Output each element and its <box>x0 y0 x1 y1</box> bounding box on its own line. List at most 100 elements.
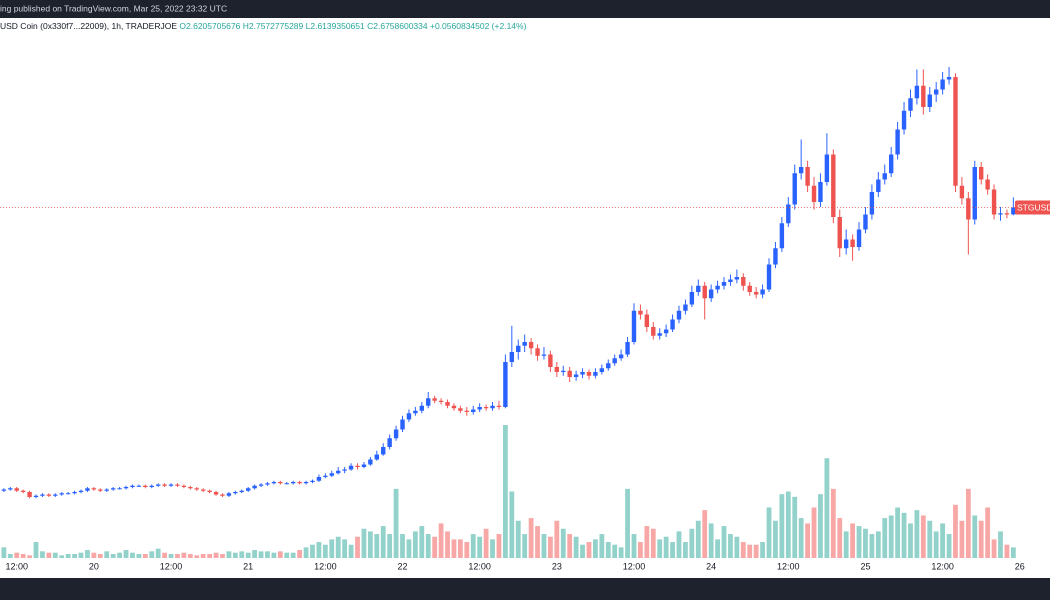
candle-body <box>708 289 714 299</box>
volume-bar <box>953 504 958 558</box>
volume-bar <box>123 550 129 558</box>
volume-bar <box>670 542 675 558</box>
candle-body <box>355 465 360 467</box>
candle-body <box>59 493 64 495</box>
volume-bar <box>728 534 733 558</box>
volume-bar <box>78 552 84 558</box>
volume-bar <box>580 544 585 558</box>
volume-bar <box>985 507 991 558</box>
volume-bar <box>374 534 380 558</box>
candle-body <box>303 482 309 484</box>
candle-body <box>98 489 103 491</box>
candle-body <box>516 345 521 352</box>
candle-body <box>336 470 341 474</box>
volume-bar <box>367 531 373 558</box>
x-tick-label: 12:00 <box>5 561 28 571</box>
candle-body <box>818 182 823 202</box>
candle-body <box>528 342 534 349</box>
candle-body <box>760 289 765 295</box>
volume-bar <box>959 520 965 558</box>
candle-body <box>869 192 875 215</box>
candle-body <box>496 405 502 407</box>
candle-body <box>72 492 77 494</box>
candle-body <box>998 213 1003 215</box>
candle-body <box>149 485 154 487</box>
candle-body <box>786 204 791 224</box>
volume-bar <box>1 547 7 558</box>
volume-bar <box>213 552 219 558</box>
top-bar <box>0 0 1050 18</box>
candle-body <box>721 282 727 286</box>
volume-bar <box>207 554 213 558</box>
candle-body <box>458 408 463 411</box>
published-note: ing published on TradingView.com, Mar 25… <box>0 3 227 13</box>
candle-body <box>316 477 322 481</box>
volume-bar <box>747 544 753 558</box>
candle-body <box>901 110 907 130</box>
volume-bar <box>110 554 116 558</box>
candle-body <box>155 484 161 486</box>
candle-body <box>143 485 148 487</box>
candle-body <box>1011 207 1016 215</box>
candle-body <box>618 354 624 359</box>
candle-body <box>464 410 470 412</box>
candle-body <box>207 490 212 492</box>
volume-bar <box>702 510 708 558</box>
x-tick-label: 22 <box>398 561 408 571</box>
volume-bar <box>895 507 901 558</box>
volume-bar <box>631 534 637 558</box>
volume-bar <box>657 539 663 558</box>
candle-body <box>445 402 450 406</box>
candle-body <box>400 419 405 430</box>
candle-body <box>194 488 199 490</box>
candle-body <box>921 85 926 107</box>
candle-body <box>766 264 772 290</box>
volume-bar <box>149 551 155 558</box>
volume-bar <box>535 526 540 558</box>
volume-bar <box>187 554 193 558</box>
volume-bar <box>721 526 727 558</box>
candle-body <box>348 465 354 470</box>
candle-body <box>953 77 958 186</box>
x-tick-label: 20 <box>89 561 99 571</box>
candle-body <box>220 494 225 496</box>
candle-body <box>110 488 116 490</box>
volume-bar <box>181 552 187 558</box>
volume-bar <box>464 542 470 558</box>
volume-bar <box>425 534 431 558</box>
candle-body <box>606 363 611 369</box>
volume-bar <box>650 528 656 558</box>
volume-bar <box>875 531 881 558</box>
volume-bar <box>830 488 836 558</box>
x-tick-label: 25 <box>860 561 870 571</box>
candle-body <box>14 488 19 491</box>
volume-bar <box>933 531 939 558</box>
candle-body <box>882 173 887 180</box>
volume-bar <box>998 531 1003 558</box>
x-tick-label: 12:00 <box>931 561 954 571</box>
candle-body <box>181 485 187 487</box>
volume-bar <box>502 425 508 558</box>
volume-bar <box>451 539 457 558</box>
candle-body <box>888 154 894 174</box>
volume-bar <box>117 552 122 558</box>
volume-bar <box>310 544 315 558</box>
candle-body <box>753 292 759 295</box>
volume-bar <box>863 528 868 558</box>
x-tick-label: 26 <box>1015 561 1025 571</box>
volume-bar <box>843 531 849 558</box>
volume-bar <box>284 552 290 558</box>
candle-body <box>46 494 52 496</box>
volume-bar <box>303 547 309 558</box>
volume-bar <box>798 518 804 558</box>
volume-bar <box>708 523 714 558</box>
candle-body <box>567 370 572 377</box>
volume-bar <box>168 554 174 558</box>
volume-bar <box>1010 547 1016 558</box>
candle-layer <box>1 67 1016 499</box>
volume-bar <box>946 534 952 558</box>
candle-body <box>811 185 817 202</box>
volume-bar <box>824 458 830 558</box>
candle-body <box>123 487 129 489</box>
